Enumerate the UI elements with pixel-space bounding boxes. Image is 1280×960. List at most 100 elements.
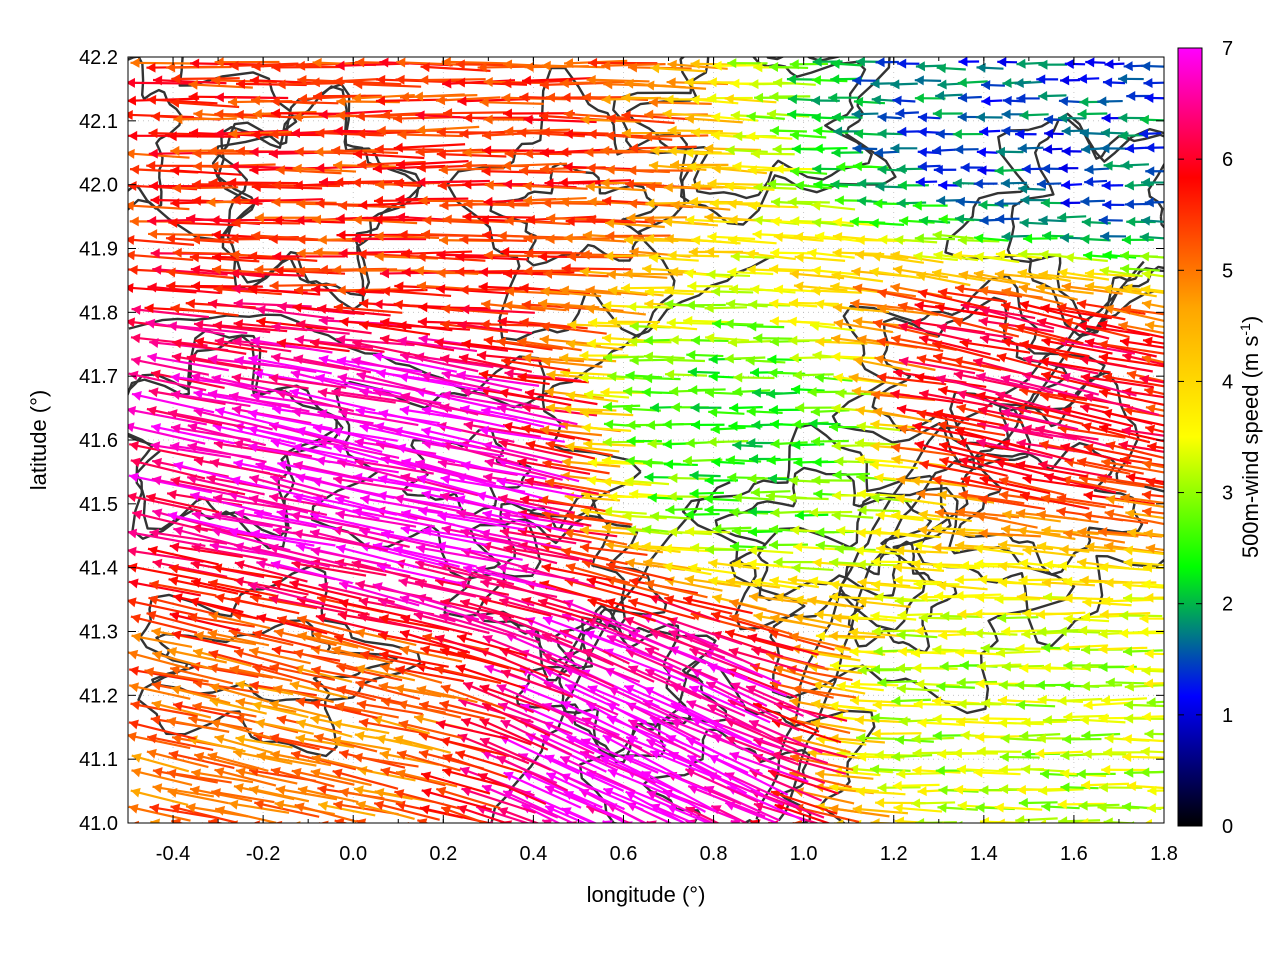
wind-vector — [645, 738, 722, 779]
wind-vector-head — [1016, 592, 1027, 603]
wind-vector — [256, 316, 328, 331]
wind-vector-shaft — [541, 633, 614, 667]
wind-vector-head — [544, 387, 555, 398]
wind-vector-shaft — [877, 290, 944, 306]
wind-vector-shaft — [458, 824, 527, 849]
wind-vector-shaft — [1019, 388, 1088, 402]
wind-vector-head — [896, 404, 907, 415]
wind-vector — [462, 681, 535, 714]
wind-vector — [1041, 662, 1088, 673]
wind-vector-shaft — [291, 769, 355, 786]
wind-vector — [750, 487, 791, 498]
wind-vector-head — [147, 733, 157, 744]
wind-vector-head — [167, 321, 178, 332]
wind-vector — [543, 268, 609, 279]
wind-vector-head — [807, 748, 818, 759]
wind-vector-shaft — [565, 444, 620, 453]
wind-vector-shaft — [1084, 339, 1157, 358]
wind-vector-shaft — [623, 684, 703, 721]
wind-vector — [146, 748, 209, 769]
wind-vector — [999, 423, 1078, 441]
wind-vector — [871, 626, 916, 637]
wind-vector-head — [499, 388, 509, 399]
wind-vector-head — [151, 680, 162, 691]
wind-vector — [747, 633, 819, 656]
wind-vector-head — [1141, 665, 1151, 676]
wind-vector-head — [482, 509, 493, 520]
wind-vector-shaft — [296, 597, 370, 616]
wind-vector-head — [857, 751, 867, 762]
wind-vector — [1098, 388, 1164, 407]
wind-vector-head — [378, 409, 389, 420]
wind-vector-shaft — [339, 319, 412, 330]
wind-vector — [685, 526, 731, 537]
wind-vector-shaft — [128, 805, 191, 822]
wind-vector-head — [167, 787, 178, 798]
wind-vector — [1059, 544, 1116, 555]
wind-vector-head — [458, 353, 469, 364]
wind-vector — [891, 510, 940, 521]
wind-vector — [457, 320, 533, 335]
wind-vector-shaft — [524, 478, 599, 495]
wind-vector-head — [705, 544, 715, 555]
wind-vector — [1058, 816, 1101, 823]
wind-vector-shaft — [435, 721, 509, 741]
wind-vector — [998, 476, 1065, 496]
wind-vector-shaft — [189, 787, 253, 803]
wind-vector — [974, 558, 1021, 569]
wind-vector-shaft — [356, 372, 436, 395]
wind-vector — [664, 285, 715, 296]
wind-vector — [128, 649, 190, 670]
wind-vector-head — [290, 369, 301, 380]
wind-vector-head — [1037, 694, 1047, 705]
wind-vector — [397, 336, 478, 353]
wind-vector-shaft — [539, 581, 608, 604]
wind-vector-head — [939, 456, 950, 467]
wind-vector-head — [484, 664, 495, 674]
wind-vector — [579, 525, 637, 536]
wind-vector-head — [476, 565, 487, 575]
wind-vector — [829, 592, 881, 603]
wind-vector — [770, 507, 812, 518]
wind-vector — [1141, 579, 1164, 590]
wind-vector-head — [979, 816, 990, 823]
wind-vector-head — [229, 391, 239, 402]
wind-vector-shaft — [995, 392, 1071, 415]
wind-vector — [442, 753, 508, 779]
wind-vector — [1081, 422, 1151, 444]
wind-vector-head — [521, 299, 532, 310]
wind-vector-head — [687, 281, 697, 292]
wind-vector-head — [463, 681, 474, 692]
wind-vector — [1142, 818, 1164, 823]
wind-vector-head — [1121, 801, 1132, 812]
wind-vector-head — [890, 389, 900, 400]
wind-vector — [332, 768, 399, 790]
wind-vector-head — [333, 443, 344, 454]
wind-vector — [254, 264, 320, 275]
wind-vector-head — [151, 423, 161, 433]
wind-vector-head — [1001, 337, 1012, 348]
contour-line — [642, 728, 812, 823]
wind-vector-shaft — [1060, 444, 1132, 465]
wind-vector-shaft — [228, 629, 294, 647]
wind-vector-head — [295, 696, 306, 707]
wind-vector-head — [910, 476, 921, 487]
wind-vector-shaft — [166, 270, 235, 280]
wind-vector-head — [625, 558, 635, 569]
wind-vector — [1147, 441, 1164, 452]
wind-vector-shaft — [517, 375, 589, 384]
wind-vector-head — [355, 664, 366, 675]
wind-vector-shaft — [499, 529, 577, 545]
wind-vector-head — [998, 718, 1008, 729]
wind-vector — [332, 719, 390, 735]
wind-vector-head — [152, 264, 162, 275]
wind-vector-head — [894, 816, 905, 823]
wind-vector — [475, 565, 557, 591]
wind-vector-head — [916, 354, 927, 365]
wind-vector-head — [753, 702, 764, 712]
wind-vector-head — [746, 437, 756, 448]
wind-vector-shaft — [190, 374, 271, 395]
wind-vector-head — [832, 469, 842, 480]
wind-vector — [150, 369, 225, 390]
wind-vector — [1002, 509, 1061, 523]
